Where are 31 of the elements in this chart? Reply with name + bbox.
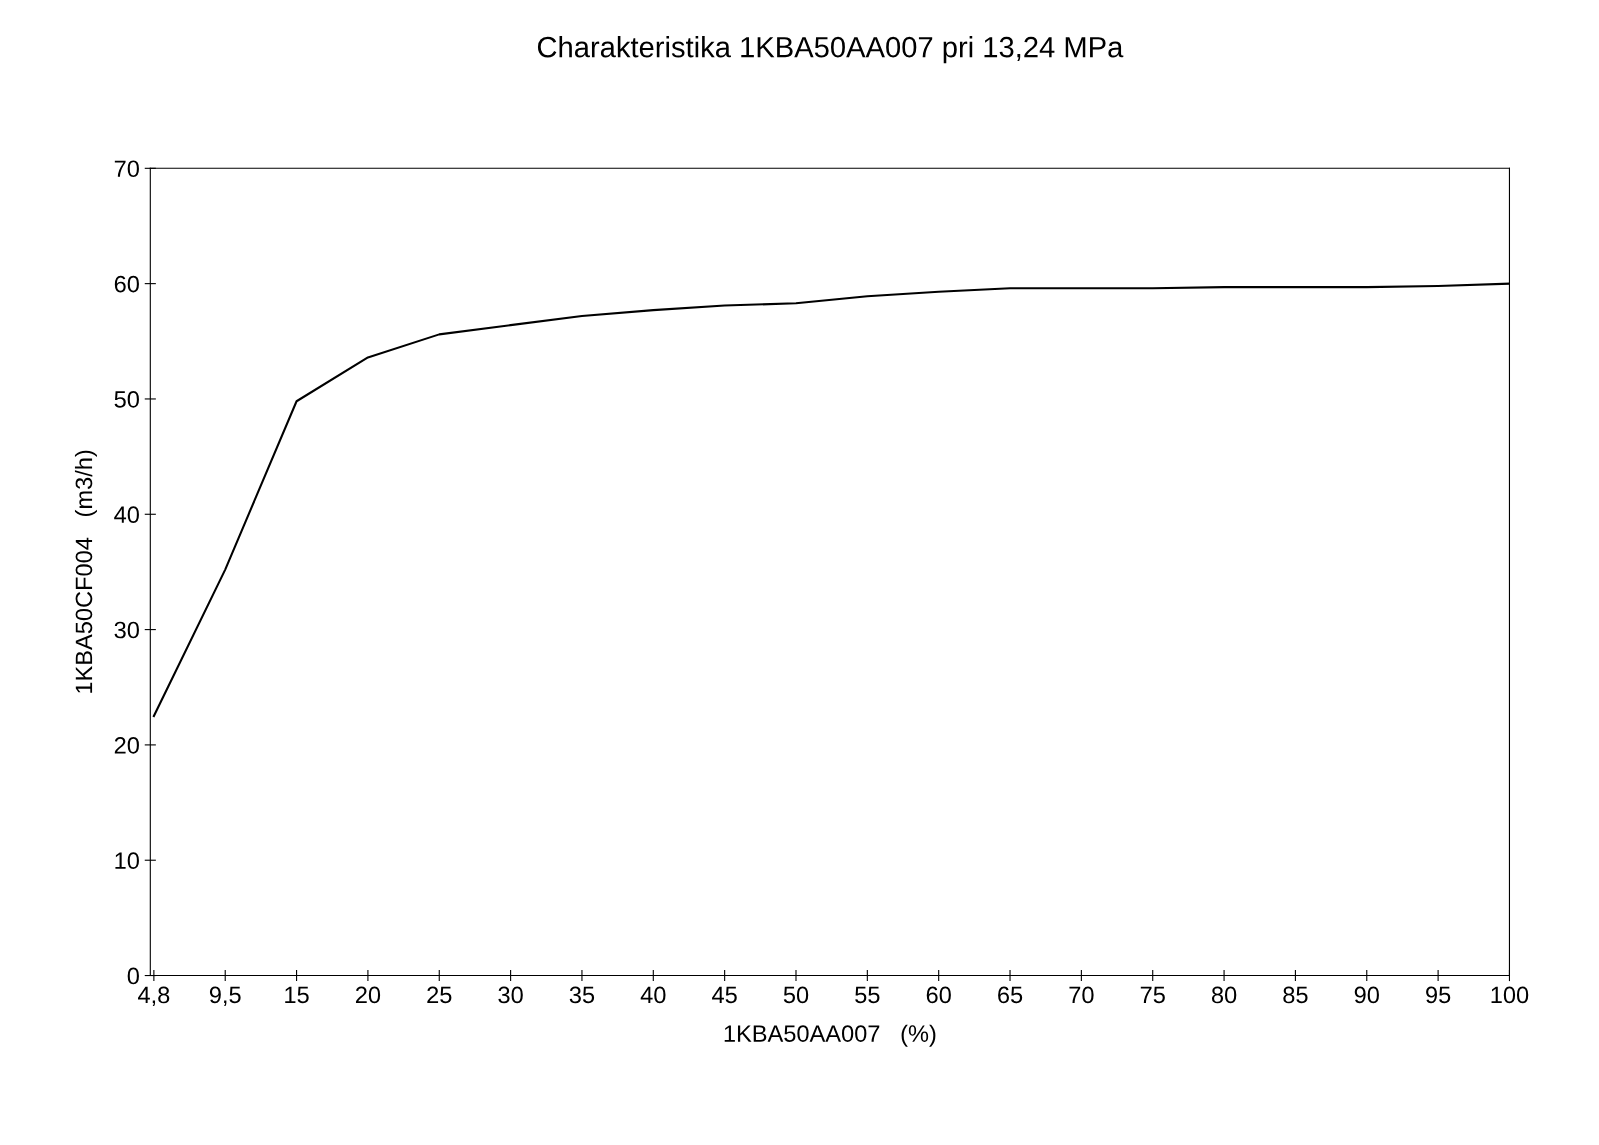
y-tick-label: 10 [115,852,139,870]
x-tick-label: 70 [1069,986,1094,1004]
y-tick-label: 70 [114,160,139,178]
x-tick-label: 15 [285,986,309,1004]
x-tick-label: 75 [1140,986,1165,1004]
y-tick-label: 20 [114,736,139,754]
x-tick-label: 55 [855,986,880,1004]
x-tick-label: 9,5 [209,986,241,1007]
y-tick-label: 40 [114,506,139,524]
x-tick-label: 50 [783,986,809,1004]
x-tick-label: 40 [640,986,666,1004]
x-tick-label: 100 [1491,986,1529,1004]
x-tick-label: 80 [1211,986,1237,1004]
chart-title: Charakteristika 1KBA50AA007 pri 13,24 MPa [537,36,1124,64]
y-tick-label: 0 [127,967,139,985]
y-tick-label: 60 [114,275,139,293]
x-tick-label: 90 [1354,986,1379,1004]
x-axis-title: 1KBA50AA007 (%) [724,1024,936,1047]
x-tick-label: 4,8 [138,986,170,1007]
x-tick-label: 30 [498,986,523,1004]
x-tick-label: 35 [569,986,595,1004]
x-tick-label: 25 [427,986,452,1004]
x-tick-label: 65 [998,986,1023,1004]
x-tick-label: 45 [712,986,737,1004]
x-tick-label: 85 [1283,986,1308,1004]
x-tick-label: 95 [1426,986,1451,1004]
y-axis-title: 1KBA50CF004 (m3/h) [74,450,97,693]
y-tick-label: 50 [114,391,139,408]
x-tick-label: 20 [355,986,381,1004]
x-tick-label: 60 [926,986,951,1004]
y-tick-label: 30 [114,621,139,639]
